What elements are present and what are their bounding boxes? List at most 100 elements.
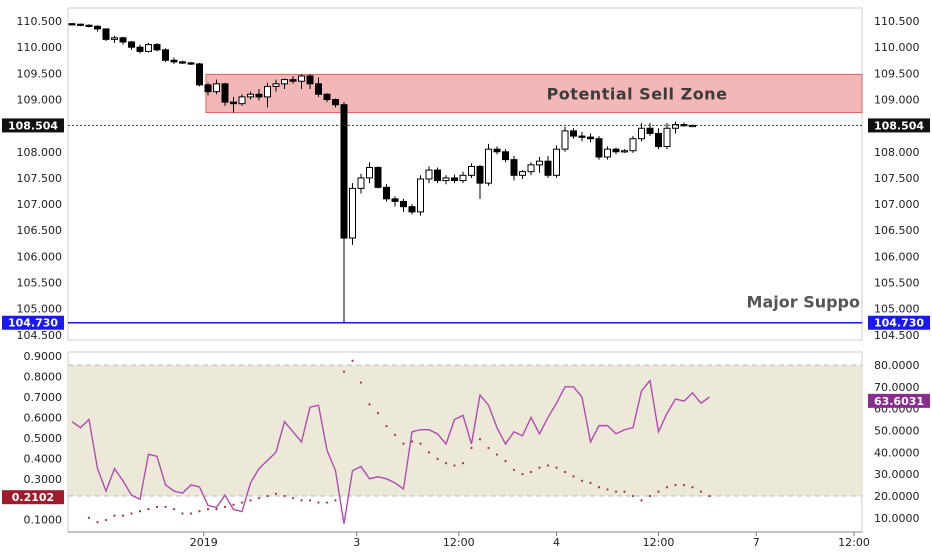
current-price-badge-right: 108.504	[868, 118, 930, 133]
candle	[536, 157, 543, 173]
candle-body-up	[281, 79, 288, 85]
stoch-dot	[359, 381, 363, 384]
candle-body-up	[366, 166, 373, 179]
price-tick-left: 110.000	[17, 41, 63, 54]
indicator-tick-left: 0.5000	[24, 432, 63, 445]
support-badge-right: 104.730	[868, 315, 930, 330]
candle-body-up	[298, 75, 305, 82]
candle-body-down	[383, 186, 390, 200]
current-price-badge-left-text: 108.504	[8, 119, 58, 132]
stoch-dot	[470, 446, 473, 450]
indicator-tick-left: 0.9000	[24, 350, 63, 363]
stoch-dot	[266, 494, 269, 498]
candle-body-down	[170, 59, 178, 63]
candle	[230, 96, 237, 113]
candle-body-up	[536, 160, 543, 166]
rsi-line	[71, 379, 710, 524]
stoch-dot	[393, 433, 397, 437]
rsi-value-badge-bg	[868, 393, 930, 408]
candle	[672, 121, 679, 134]
stoch-dot	[385, 425, 388, 428]
candle-body-down	[400, 200, 407, 208]
candle	[400, 198, 407, 212]
time-tick-label: 4	[553, 536, 560, 549]
candle	[128, 40, 135, 50]
candle	[459, 171, 467, 184]
indicator-tick-left: 0.7000	[24, 391, 63, 404]
price-tick-left: 107.500	[17, 172, 63, 185]
support-badge-right-text: 104.730	[874, 317, 924, 330]
candle	[570, 128, 577, 139]
candle-body-down	[221, 83, 229, 103]
indicator-tick-left: 0.4000	[24, 452, 63, 465]
candle	[247, 91, 254, 100]
candle	[179, 60, 186, 64]
indicator-tick-right: 20.0000	[874, 490, 920, 503]
price-tick-left: 108.000	[17, 146, 63, 159]
candle-body-down	[391, 198, 399, 202]
candle	[485, 143, 492, 186]
stoch-dot	[351, 359, 354, 362]
price-tick-right: 104.500	[874, 329, 920, 342]
stoch-dot	[606, 488, 609, 491]
candle-body-up	[621, 150, 628, 153]
candle-body-down	[340, 104, 348, 239]
candle-body-down	[94, 25, 101, 30]
candle-body-down	[646, 127, 654, 134]
candle	[408, 204, 416, 215]
time-tick-label: 12:00	[443, 536, 475, 549]
candle	[621, 149, 628, 153]
stoch-dot	[283, 494, 286, 498]
candle	[145, 43, 152, 53]
candle-body-down	[655, 132, 662, 148]
indicator-tick-right: 40.0000	[874, 446, 920, 459]
candle-body-down	[510, 159, 518, 176]
candle-body-down	[451, 177, 458, 182]
stoch-dot	[623, 490, 626, 493]
time-tick-label: 12:00	[838, 536, 870, 549]
stoch-dot	[189, 512, 193, 515]
candle	[264, 82, 271, 108]
indicator-tick-left: 0.3000	[24, 473, 63, 486]
candle	[187, 61, 195, 65]
stoch-dot	[572, 475, 575, 478]
stoch-dot	[232, 503, 235, 506]
candle-body-up	[145, 44, 152, 52]
candle-body-up	[272, 83, 280, 87]
candle	[578, 131, 586, 142]
time-tick-label: 2019	[190, 536, 218, 549]
candle	[272, 79, 280, 92]
candle	[357, 173, 365, 194]
price-tick-left: 105.000	[17, 303, 63, 316]
stoch-dot	[113, 514, 116, 517]
indicator-tick-right: 70.0000	[874, 381, 920, 394]
candle-body-up	[468, 165, 475, 176]
candle-body-down	[306, 75, 314, 85]
price-pane[interactable]	[67, 7, 863, 341]
price-tick-left: 107.000	[17, 198, 63, 211]
candle-body-down	[502, 151, 509, 161]
stoch-dot	[130, 512, 133, 515]
candle-body-down	[179, 61, 186, 64]
indicator-tick-right: 50.0000	[874, 425, 920, 438]
stoch-dot	[96, 521, 99, 524]
candle-body-up	[111, 37, 118, 40]
current-price-badge-right-bg	[868, 118, 930, 133]
candle	[476, 164, 484, 199]
candle	[604, 146, 611, 160]
stoch-dot	[215, 507, 218, 511]
candle	[646, 123, 654, 137]
stoch-dot	[699, 490, 703, 493]
stoch-dot	[708, 494, 711, 498]
candle-body-down	[77, 23, 84, 26]
price-tick-left: 109.000	[17, 93, 63, 106]
candle	[213, 79, 220, 95]
price-tick-right: 110.000	[874, 41, 920, 54]
stoch-dot	[691, 486, 694, 489]
candle	[391, 196, 399, 207]
candle-body-down	[289, 79, 297, 82]
stoch-dot	[87, 516, 91, 519]
candle	[94, 25, 101, 32]
stoch-dot	[538, 466, 541, 469]
